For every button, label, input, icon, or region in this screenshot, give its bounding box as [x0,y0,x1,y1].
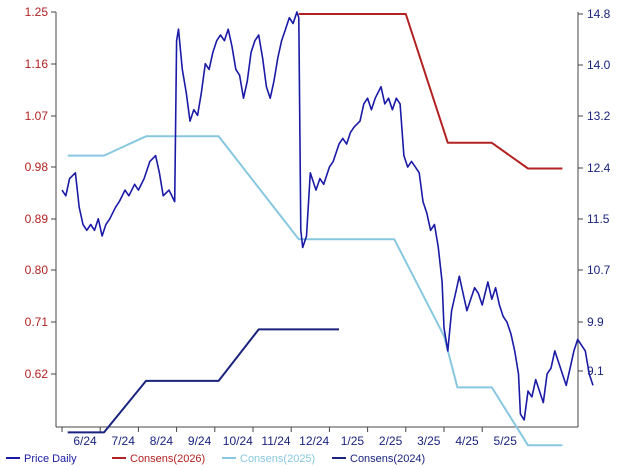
left-tick-label: 0.89 [25,212,49,226]
series-line-consens-2025 [67,135,563,447]
x-tick-label: 2/25 [379,434,403,448]
x-tick-label: 3/25 [417,434,441,448]
legend-label: Consens(2025) [240,453,315,465]
right-tick-label: 13.2 [587,109,611,123]
x-tick-label: 12/24 [299,434,329,448]
right-tick-label: 11.5 [587,212,610,226]
left-tick-label: 1.25 [25,5,49,19]
x-tick-label: 10/24 [223,434,253,448]
right-tick-label: 10.7 [587,263,611,277]
x-tick-label: 6/24 [73,434,97,448]
series-line-consens-2026 [298,13,563,170]
left-tick-label: 1.16 [25,57,49,71]
right-tick-label: 12.4 [587,161,611,175]
x-axis-ticks: 6/24 7/24 8/24 9/24 10/24 11/24 12/24 1/25 2/25 3… [61,427,518,448]
series-layer [61,11,594,447]
right-tick-label: 14.8 [587,7,611,21]
legend-label: Price Daily [24,453,77,465]
x-tick-label: 4/25 [455,434,479,448]
legend: Price Daily Consens(2026) Consens(2025) Con… [6,453,425,465]
series-line-consens-2024 [67,328,339,434]
left-tick-label: 0.62 [25,367,49,381]
x-tick-label: 5/25 [494,434,518,448]
x-tick-label: 7/24 [112,434,136,448]
x-tick-label: 1/25 [341,434,365,448]
left-tick-label: 1.07 [25,109,49,123]
left-tick-label: 0.80 [25,263,49,277]
series-line-price-daily [61,11,594,421]
legend-label: Consens(2026) [130,453,205,465]
legend-label: Consens(2024) [350,453,425,465]
left-tick-label: 0.98 [25,160,49,174]
x-tick-label: 8/24 [150,434,174,448]
left-axis-ticks: 1.25 1.16 1.07 0.98 0.89 0.80 0.71 0.62 [25,5,56,381]
right-axis-ticks: 14.8 14.0 13.2 12.4 11.5 10.7 9.9 9.1 [578,7,611,378]
right-tick-label: 9.1 [587,364,604,378]
right-tick-label: 9.9 [587,315,604,329]
left-tick-label: 0.71 [25,315,49,329]
x-tick-label: 11/24 [261,434,290,448]
x-tick-label: 9/24 [188,434,212,448]
right-tick-label: 14.0 [587,58,611,72]
